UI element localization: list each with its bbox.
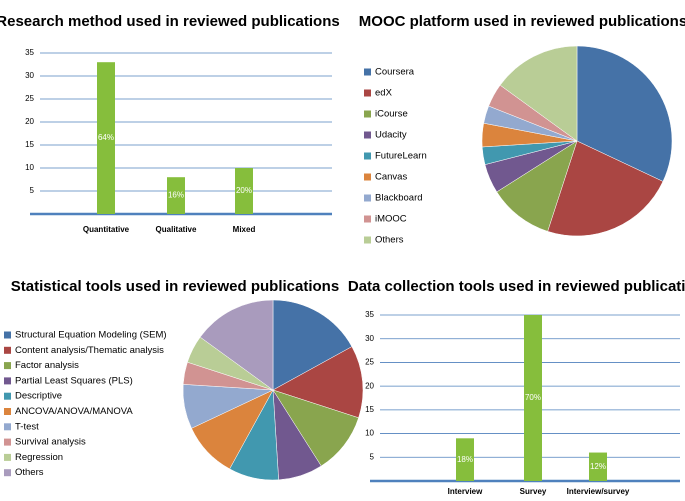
y-tick-label: 30 xyxy=(25,71,34,80)
legend-swatch xyxy=(364,131,371,139)
chart-title: Statistical tools used in reviewed publi… xyxy=(11,278,339,295)
percent-label: 20% xyxy=(236,186,252,195)
bar xyxy=(167,177,185,214)
pie-slice xyxy=(199,299,274,391)
chart-title: MOOC platform used in reviewed publicati… xyxy=(359,13,685,30)
legend-swatch xyxy=(4,362,11,370)
x-tick-label: Quantitative xyxy=(83,225,130,234)
legend-swatch xyxy=(4,331,11,339)
percent-label: 18% xyxy=(457,455,473,464)
legend-swatch xyxy=(4,392,11,400)
x-tick-label: Mixed xyxy=(233,225,256,234)
legend-swatch xyxy=(364,194,371,202)
legend-label: Others xyxy=(375,235,404,246)
y-tick-label: 20 xyxy=(365,381,374,390)
bar xyxy=(524,315,542,481)
percent-label: 70% xyxy=(525,393,541,402)
x-tick-label: Survey xyxy=(520,487,547,496)
pie-slice xyxy=(272,299,353,391)
y-tick-label: 25 xyxy=(25,94,34,103)
legend-swatch xyxy=(4,423,11,431)
legend-label: Others xyxy=(15,467,44,478)
legend-swatch xyxy=(364,215,371,223)
bar xyxy=(589,452,607,481)
legend-label: FutureLearn xyxy=(375,151,427,162)
chart-title: Data collection tools used in reviewed p… xyxy=(348,278,685,295)
y-tick-label: 30 xyxy=(365,334,374,343)
legend-label: iCourse xyxy=(375,109,408,120)
legend-label: Coursera xyxy=(375,67,415,78)
legend-swatch xyxy=(4,408,11,415)
legend-swatch xyxy=(4,469,11,477)
legend-label: Partial Least Squares (PLS) xyxy=(15,375,133,386)
pie-slice xyxy=(496,140,578,232)
legend-label: Canvas xyxy=(375,172,407,183)
y-tick-label: 10 xyxy=(25,163,34,172)
y-tick-label: 5 xyxy=(30,186,35,195)
y-tick-label: 20 xyxy=(25,117,34,126)
legend-label: Factor analysis xyxy=(15,360,79,371)
chart-title: Research method used in reviewed publica… xyxy=(0,13,340,30)
legend-label: iMOOC xyxy=(375,214,407,225)
bar xyxy=(235,168,253,214)
x-tick-label: Interview/survey xyxy=(567,487,630,496)
legend-label: Blackboard xyxy=(375,193,423,204)
legend-label: Udacity xyxy=(375,130,407,141)
percent-label: 12% xyxy=(590,462,606,471)
y-tick-label: 15 xyxy=(365,405,374,414)
y-tick-label: 5 xyxy=(370,452,375,461)
y-tick-label: 35 xyxy=(365,310,374,319)
y-tick-label: 10 xyxy=(365,429,374,438)
y-tick-label: 35 xyxy=(25,48,34,57)
percent-label: 16% xyxy=(168,191,184,200)
legend-swatch xyxy=(4,438,11,446)
legend-label: Descriptive xyxy=(15,391,62,402)
legend-label: Regression xyxy=(15,452,63,463)
pie-slice xyxy=(272,346,364,419)
legend-swatch xyxy=(364,173,371,181)
legend-swatch xyxy=(364,89,371,97)
percent-label: 64% xyxy=(98,133,114,142)
legend-swatch xyxy=(4,377,11,385)
legend-label: Structural Equation Modeling (SEM) xyxy=(15,330,167,341)
bar xyxy=(456,438,474,481)
legend-swatch xyxy=(364,236,371,244)
legend-label: Content analysis/Thematic analysis xyxy=(15,345,164,356)
pie-slice xyxy=(547,140,664,237)
legend-swatch xyxy=(4,346,11,354)
legend-label: Survival analysis xyxy=(15,437,86,448)
bar xyxy=(97,62,115,215)
legend-swatch xyxy=(4,453,11,461)
y-tick-label: 25 xyxy=(365,358,374,367)
legend-label: ANCOVA/ANOVA/MANOVA xyxy=(15,406,133,417)
x-tick-label: Interview xyxy=(448,487,483,496)
x-tick-label: Qualitative xyxy=(156,225,197,234)
pie-slice xyxy=(576,45,673,182)
pie-slice xyxy=(499,45,578,142)
y-tick-label: 15 xyxy=(25,140,34,149)
legend-swatch xyxy=(364,152,371,160)
legend-label: edX xyxy=(375,88,393,99)
legend-swatch xyxy=(364,110,371,118)
legend-swatch xyxy=(364,68,371,76)
legend-label: T-test xyxy=(15,421,39,432)
